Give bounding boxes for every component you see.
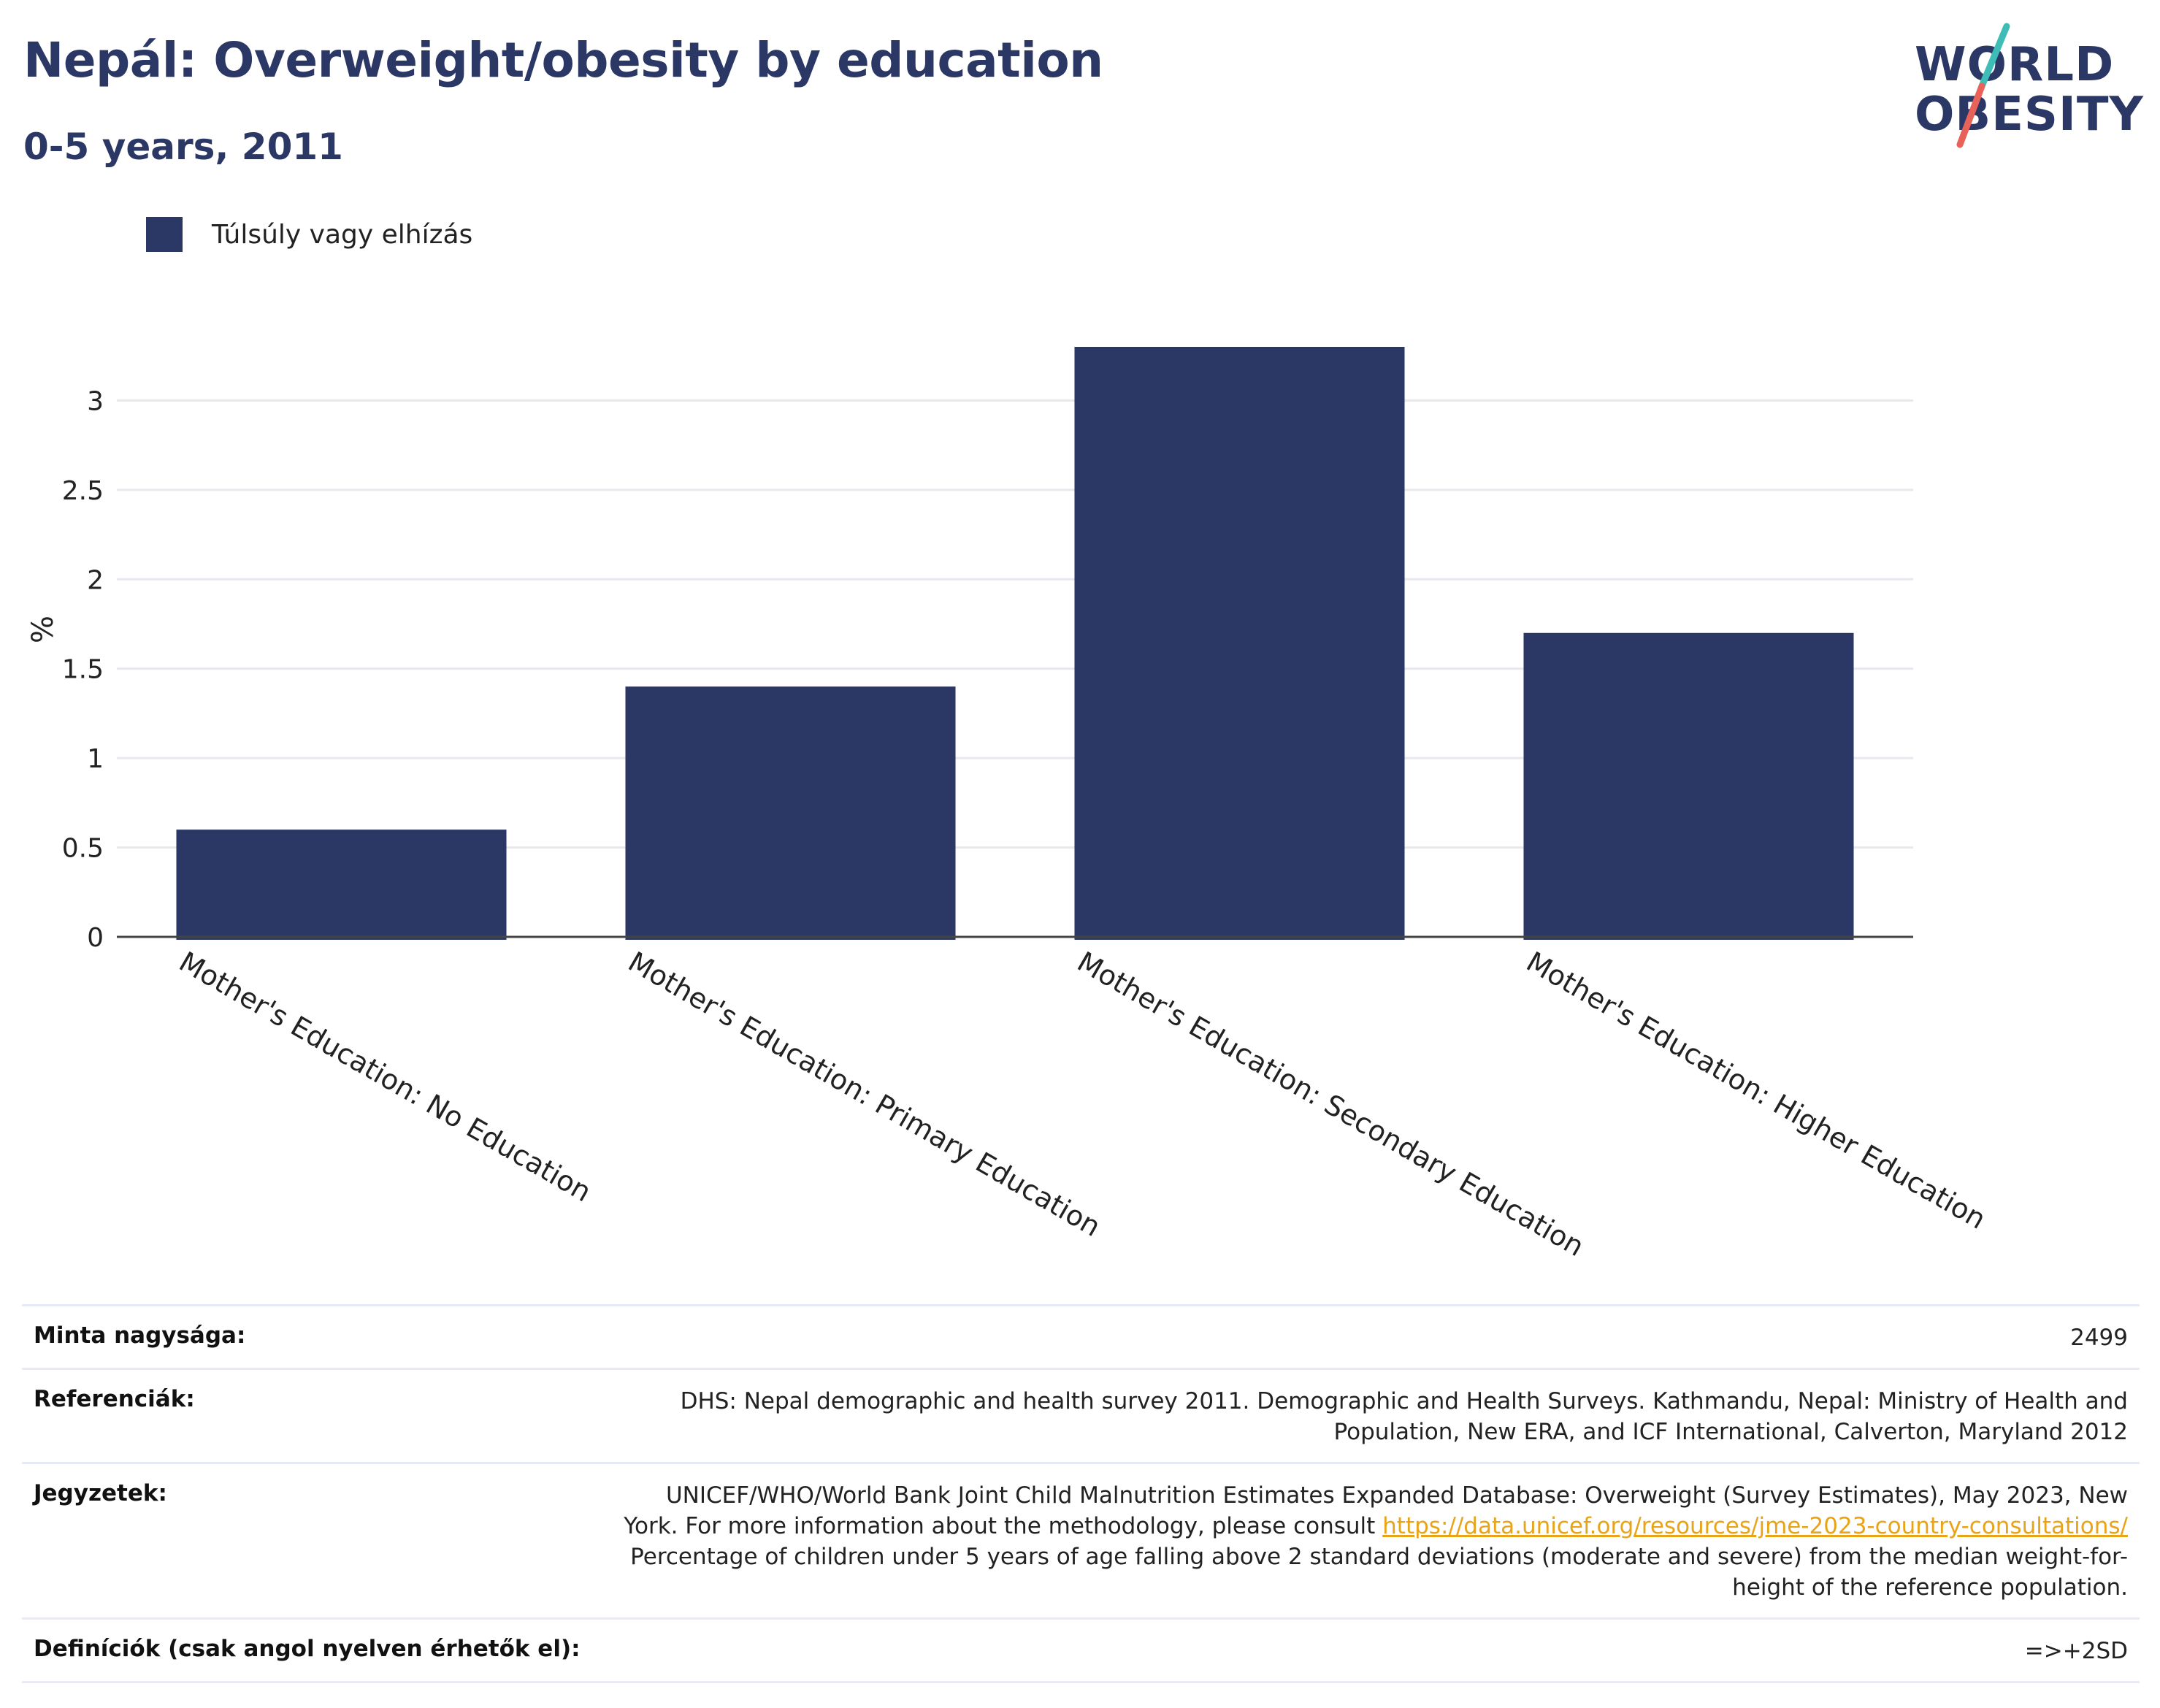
y-tick-label: 2 bbox=[87, 565, 104, 595]
definitions-label: Definíciók (csak angol nyelven érhetők e… bbox=[34, 1636, 581, 1662]
x-tick-label: Mother's Education: Higher Education bbox=[1521, 946, 1991, 1236]
y-axis-ticks: 0 0.5 1 1.5 2 2.5 3 bbox=[62, 386, 104, 953]
x-tick-label: Mother's Education: Secondary Education bbox=[1072, 946, 1590, 1263]
chart-subtitle: 0-5 years, 2011 bbox=[23, 126, 343, 168]
y-tick-label: 1 bbox=[87, 744, 104, 774]
info-row-notes: Jegyzetek: UNICEF/WHO/World Bank Joint C… bbox=[22, 1462, 2140, 1617]
bar[interactable] bbox=[176, 830, 507, 940]
chart-legend: Túlsúly vagy elhízás bbox=[146, 217, 472, 252]
logo-slash-icon bbox=[1956, 23, 2010, 148]
bar[interactable] bbox=[1074, 347, 1405, 940]
legend-label: Túlsúly vagy elhízás bbox=[212, 219, 473, 250]
x-axis-tick-labels: Mother's Education: No Education Mother's… bbox=[174, 946, 1991, 1263]
y-tick-label: 2.5 bbox=[62, 476, 104, 506]
notes-text-2: Percentage of children under 5 years of … bbox=[630, 1544, 2128, 1601]
x-tick-label: Mother's Education: No Education bbox=[174, 946, 597, 1209]
notes-value: UNICEF/WHO/World Bank Joint Child Malnut… bbox=[609, 1480, 2128, 1603]
y-tick-label: 0.5 bbox=[62, 834, 104, 864]
x-tick-label: Mother's Education: Primary Education bbox=[623, 946, 1106, 1243]
info-row-definitions: Definíciók (csak angol nyelven érhetők e… bbox=[22, 1617, 2140, 1683]
definitions-value: =>+2SD bbox=[2024, 1638, 2128, 1664]
logo-line-2: OBESITY bbox=[1915, 88, 2144, 142]
legend-swatch bbox=[146, 217, 183, 252]
sample-size-value: 2499 bbox=[2070, 1325, 2128, 1351]
logo-line-1: WORLD bbox=[1915, 38, 2115, 92]
chart-title: Nepál: Overweight/obesity by education bbox=[23, 32, 1103, 88]
notes-link[interactable]: https://data.unicef.org/resources/jme-20… bbox=[1382, 1513, 2128, 1539]
references-label: Referenciák: bbox=[34, 1386, 195, 1412]
bar[interactable] bbox=[1523, 632, 1854, 940]
y-tick-label: 0 bbox=[87, 923, 104, 953]
y-axis-label: % bbox=[26, 616, 60, 643]
info-table: Minta nagysága: 2499 Referenciák: DHS: N… bbox=[22, 1304, 2140, 1683]
notes-text-1: UNICEF/WHO/World Bank Joint Child Malnut… bbox=[624, 1482, 2128, 1539]
references-value: DHS: Nepal demographic and health survey… bbox=[680, 1388, 2128, 1445]
info-row-references: Referenciák: DHS: Nepal demographic and … bbox=[22, 1368, 2140, 1462]
bar[interactable] bbox=[625, 686, 956, 940]
info-row-sample-size: Minta nagysága: 2499 bbox=[22, 1304, 2140, 1368]
bars bbox=[176, 347, 1854, 940]
bar-chart: 0 0.5 1 1.5 2 2.5 3 Mother's Education: No Edu… bbox=[26, 347, 1991, 1263]
world-obesity-logo: WORLD OBESITY bbox=[1899, 20, 2147, 159]
y-tick-label: 1.5 bbox=[62, 655, 104, 685]
sample-size-label: Minta nagysága: bbox=[34, 1322, 246, 1349]
y-tick-label: 3 bbox=[87, 386, 104, 416]
notes-label: Jegyzetek: bbox=[34, 1480, 167, 1506]
